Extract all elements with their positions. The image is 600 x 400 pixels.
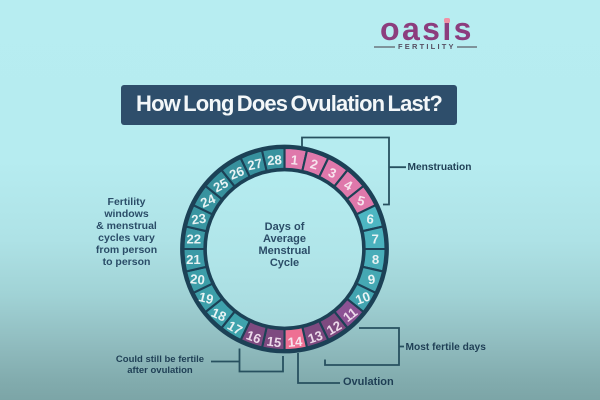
svg-text:8: 8 (372, 252, 379, 267)
svg-text:13: 13 (306, 328, 325, 347)
svg-text:28: 28 (267, 152, 283, 168)
svg-text:14: 14 (287, 334, 304, 350)
svg-text:5: 5 (356, 193, 367, 209)
svg-text:19: 19 (197, 289, 215, 307)
svg-text:25: 25 (211, 175, 231, 195)
svg-text:26: 26 (227, 163, 246, 182)
svg-text:2: 2 (309, 156, 320, 172)
svg-text:12: 12 (324, 318, 344, 338)
svg-text:20: 20 (190, 271, 206, 287)
svg-text:22: 22 (186, 231, 201, 246)
svg-text:18: 18 (209, 305, 229, 325)
svg-text:24: 24 (198, 191, 218, 211)
svg-text:6: 6 (366, 211, 375, 227)
svg-text:1: 1 (290, 152, 299, 168)
svg-text:27: 27 (246, 156, 263, 174)
svg-text:9: 9 (367, 272, 376, 288)
svg-text:21: 21 (186, 252, 201, 267)
svg-text:10: 10 (353, 289, 372, 308)
svg-text:16: 16 (244, 328, 263, 347)
svg-text:17: 17 (225, 318, 245, 338)
svg-text:15: 15 (266, 333, 283, 350)
svg-text:23: 23 (190, 211, 207, 228)
svg-text:7: 7 (372, 231, 379, 246)
